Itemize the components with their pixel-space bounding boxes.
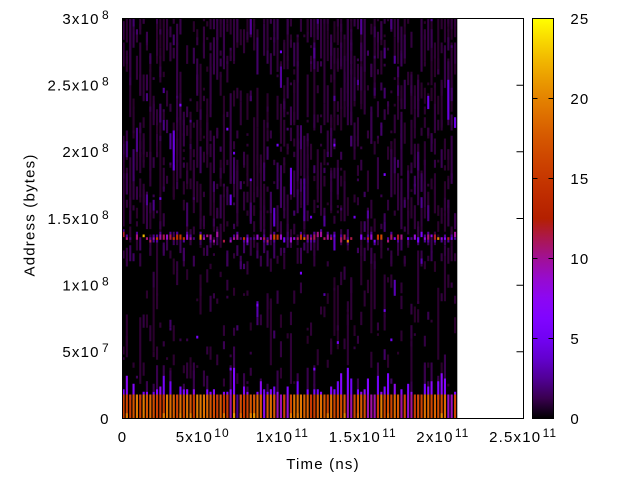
svg-text:25: 25 [570, 11, 589, 28]
svg-text:11: 11 [295, 426, 309, 440]
svg-text:Address (bytes): Address (bytes) [22, 153, 39, 276]
svg-text:11: 11 [455, 426, 469, 440]
svg-text:5x10: 5x10 [176, 429, 213, 446]
svg-text:2x10: 2x10 [62, 144, 99, 161]
svg-text:2.5x10: 2.5x10 [489, 429, 541, 446]
svg-text:Time (ns): Time (ns) [286, 456, 360, 473]
svg-text:11: 11 [543, 426, 557, 440]
svg-text:1.5x10: 1.5x10 [329, 429, 381, 446]
svg-text:1.5x10: 1.5x10 [47, 211, 99, 228]
svg-text:5x10: 5x10 [62, 344, 99, 361]
svg-text:5: 5 [570, 331, 580, 348]
svg-text:15: 15 [570, 171, 589, 188]
svg-text:8: 8 [102, 75, 110, 89]
svg-text:10: 10 [570, 251, 589, 268]
svg-text:1x10: 1x10 [256, 429, 293, 446]
svg-text:1x10: 1x10 [62, 278, 99, 295]
svg-text:8: 8 [102, 8, 110, 22]
svg-text:2.5x10: 2.5x10 [47, 78, 99, 95]
svg-text:8: 8 [102, 208, 110, 222]
svg-text:0: 0 [100, 411, 110, 428]
svg-text:0: 0 [118, 429, 128, 446]
svg-text:2x10: 2x10 [416, 429, 453, 446]
svg-text:0: 0 [570, 411, 580, 428]
svg-text:7: 7 [102, 341, 110, 355]
svg-text:8: 8 [102, 141, 110, 155]
svg-text:10: 10 [214, 426, 229, 440]
svg-text:11: 11 [382, 426, 396, 440]
svg-text:8: 8 [102, 275, 110, 289]
svg-text:20: 20 [570, 91, 589, 108]
svg-text:3x10: 3x10 [62, 11, 99, 28]
